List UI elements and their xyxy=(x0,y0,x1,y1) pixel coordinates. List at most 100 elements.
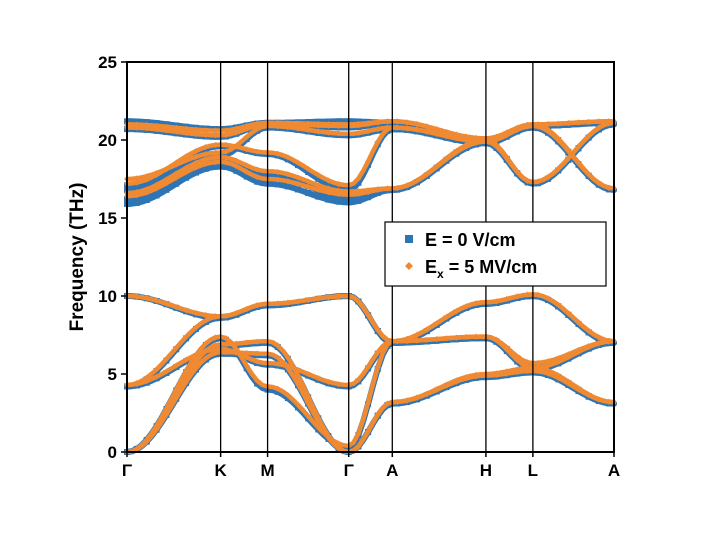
data-point-ex xyxy=(534,359,541,366)
data-point-ex xyxy=(133,179,140,186)
x-tick-label: A xyxy=(608,461,620,480)
data-point-e0 xyxy=(202,165,209,172)
series-layer xyxy=(124,118,617,455)
data-point-ex xyxy=(153,422,160,429)
data-point-ex xyxy=(433,386,440,393)
data-point-ex xyxy=(192,147,199,154)
y-tick-label: 0 xyxy=(108,443,117,462)
data-point-e0 xyxy=(335,198,342,205)
data-point-e0 xyxy=(274,388,281,395)
data-point-ex xyxy=(493,336,500,343)
data-point-ex xyxy=(433,163,440,170)
data-point-ex xyxy=(243,133,250,140)
data-point-ex xyxy=(183,307,190,314)
legend: E = 0 V/cm Ex = 5 MV/cm xyxy=(384,221,607,287)
data-point-ex xyxy=(384,400,391,407)
data-point-ex xyxy=(453,147,460,154)
data-point-ex xyxy=(335,121,342,128)
data-point-e0 xyxy=(133,195,140,202)
data-point-ex xyxy=(433,336,440,343)
data-point-ex xyxy=(335,381,342,388)
data-point-ex xyxy=(443,313,450,320)
data-point-ex xyxy=(394,398,401,405)
data-point-e0 xyxy=(212,163,219,170)
data-point-ex xyxy=(365,120,372,127)
data-point-ex xyxy=(202,144,209,151)
data-point-ex xyxy=(335,440,342,447)
data-point-ex xyxy=(394,124,401,131)
data-point-ex xyxy=(212,342,219,349)
data-point-ex xyxy=(524,359,531,366)
data-point-ex xyxy=(183,368,190,375)
data-point-ex xyxy=(284,354,291,361)
data-point-ex xyxy=(335,180,342,187)
x-tick-label: K xyxy=(214,461,227,480)
data-point-ex xyxy=(503,344,510,351)
data-point-ex xyxy=(295,180,302,187)
data-point-ex xyxy=(274,168,281,175)
data-point-ex xyxy=(192,159,199,166)
data-point-ex xyxy=(212,159,219,166)
data-point-ex xyxy=(404,397,411,404)
data-point-e0 xyxy=(335,118,342,125)
data-point-ex xyxy=(274,342,281,349)
data-point-ex xyxy=(254,120,261,127)
data-point-ex xyxy=(534,178,541,185)
data-point-ex xyxy=(473,134,480,141)
data-point-ex xyxy=(453,334,460,341)
data-point-ex xyxy=(374,411,381,418)
data-point-ex xyxy=(534,364,541,371)
data-point-ex xyxy=(335,293,342,300)
data-point-ex xyxy=(202,127,209,134)
data-point-ex xyxy=(565,351,572,358)
data-point-ex xyxy=(365,311,372,318)
data-point-ex xyxy=(243,362,250,369)
data-point-ex xyxy=(545,174,552,181)
data-point-ex xyxy=(453,308,460,315)
data-point-ex xyxy=(183,157,190,164)
data-point-ex xyxy=(222,335,229,342)
data-point-ex xyxy=(153,373,160,380)
data-point-ex xyxy=(463,373,470,380)
data-point-e0 xyxy=(274,172,281,179)
data-point-ex xyxy=(514,353,521,360)
data-point-ex xyxy=(233,163,240,170)
plot-frame xyxy=(126,61,615,453)
y-tick-label: 5 xyxy=(108,365,117,384)
data-point-ex xyxy=(555,372,562,379)
data-point-ex xyxy=(325,294,332,301)
data-point-ex xyxy=(355,298,362,305)
data-point-e0 xyxy=(325,181,332,188)
data-point-ex xyxy=(413,337,420,344)
data-point-ex xyxy=(133,189,140,196)
data-point-ex xyxy=(325,177,332,184)
data-point-ex xyxy=(404,182,411,189)
data-point-e0 xyxy=(183,174,190,181)
data-point-ex xyxy=(222,154,229,161)
data-point-ex xyxy=(503,368,510,375)
data-point-ex xyxy=(595,124,602,131)
data-point-ex xyxy=(284,363,291,370)
data-point-ex xyxy=(384,185,391,192)
data-point-ex xyxy=(284,154,291,161)
data-point-ex xyxy=(423,336,430,343)
data-point-e0 xyxy=(133,185,140,192)
data-point-ex xyxy=(413,331,420,338)
data-point-ex xyxy=(575,347,582,354)
data-point-ex xyxy=(514,168,521,175)
data-point-e0 xyxy=(153,175,160,182)
data-point-ex xyxy=(374,349,381,356)
data-point-ex xyxy=(374,186,381,193)
data-point-ex xyxy=(254,377,261,384)
data-point-ex xyxy=(394,118,401,125)
data-point-ex xyxy=(534,291,541,298)
data-point-ex xyxy=(295,120,302,127)
data-point-ex xyxy=(153,297,160,304)
data-point-ex xyxy=(325,121,332,128)
data-point-ex xyxy=(202,312,209,319)
data-point-ex xyxy=(305,183,312,190)
data-point-ex xyxy=(163,165,170,172)
data-point-ex xyxy=(315,182,322,189)
data-point-ex xyxy=(365,128,372,135)
data-point-ex xyxy=(545,367,552,374)
